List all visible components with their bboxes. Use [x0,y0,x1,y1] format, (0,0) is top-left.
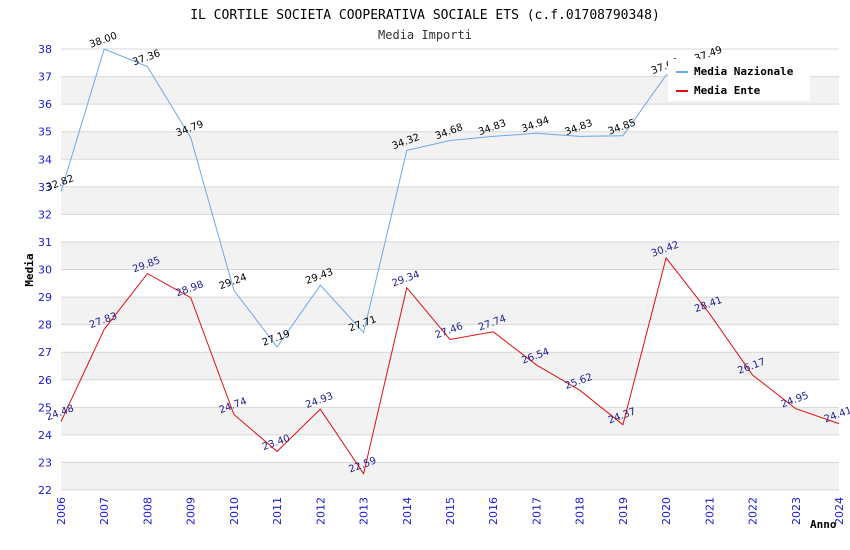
y-gridlines [61,48,839,491]
y-tick-label: 38 [38,43,52,56]
chart-title: IL CORTILE SOCIETA COOPERATIVA SOCIALE E… [190,8,660,23]
plot-background-bands [61,49,839,490]
legend-item-nazionale: Media Nazionale [676,65,794,78]
grid-band [61,462,839,490]
x-tick-label: 2020 [660,497,673,525]
x-tick-label: 2010 [228,497,241,525]
grid-band [61,241,839,270]
x-tick-label: 2023 [790,497,803,525]
x-tick-label: 2017 [530,497,543,525]
y-tick-label: 36 [38,98,52,111]
x-tick-label: 2018 [574,497,587,525]
y-tick-label: 23 [38,456,52,469]
x-tick-label: 2014 [401,497,414,525]
x-tick-label: 2013 [358,497,371,525]
legend-box [668,59,810,101]
y-tick-label: 31 [38,236,52,249]
data-label: 38.00 [88,31,119,51]
y-tick-label: 35 [38,126,52,139]
grid-band [61,104,839,132]
y-tick-label: 24 [38,429,52,442]
x-tick-label: 2016 [487,497,500,525]
x-tick-label: 2024 [833,497,846,525]
x-tick-label: 2015 [444,497,457,525]
series-lines [60,48,840,475]
x-tick-label: 2007 [98,497,111,525]
grid-band [61,352,839,380]
chart-subtitle: Media Importi [378,28,472,42]
x-tick-label: 2022 [747,497,760,525]
x-tick-label: 2009 [185,497,198,525]
grid-band [61,434,839,463]
legend: Media Nazionale Media Ente [668,59,810,101]
x-tick-label: 2006 [55,497,68,525]
y-axis-ticks: 22 23 24 25 26 27 28 29 30 31 32 33 34 35 36 37 38 [38,43,52,497]
y-tick-label: 37 [38,71,52,84]
x-tick-label: 2019 [617,497,630,525]
x-tick-label: 2008 [141,497,154,525]
y-axis-label: Media [23,253,36,286]
grid-band [61,407,839,435]
grid-band [61,131,839,160]
y-tick-label: 27 [38,346,52,359]
x-tick-label: 2021 [703,497,716,525]
legend-label-ente: Media Ente [694,84,761,97]
x-axis-label: Anno [810,518,837,531]
y-tick-label: 29 [38,291,52,304]
grid-band [61,297,839,325]
legend-label-nazionale: Media Nazionale [694,65,794,78]
x-tick-label: 2012 [314,497,327,525]
y-tick-label: 34 [38,153,52,166]
y-tick-label: 33 [38,181,52,194]
y-tick-label: 32 [38,208,52,221]
grid-band [61,186,839,215]
legend-item-ente: Media Ente [676,84,761,97]
grid-band [61,269,839,298]
grid-band [61,324,839,353]
y-tick-label: 28 [38,319,52,332]
grid-band [61,159,839,187]
x-axis-ticks: 2006 2007 2008 2009 2010 2011 2012 2013 2014 2015… [55,497,846,525]
series-line-ente [60,256,840,475]
y-tick-label: 26 [38,374,52,387]
y-tick-label: 22 [38,484,52,497]
grid-band [61,379,839,408]
grid-band [61,214,839,242]
y-tick-label: 30 [38,264,52,277]
x-tick-label: 2011 [271,497,284,525]
series-line-nazionale [60,48,710,348]
y-tick-label: 25 [38,401,52,414]
